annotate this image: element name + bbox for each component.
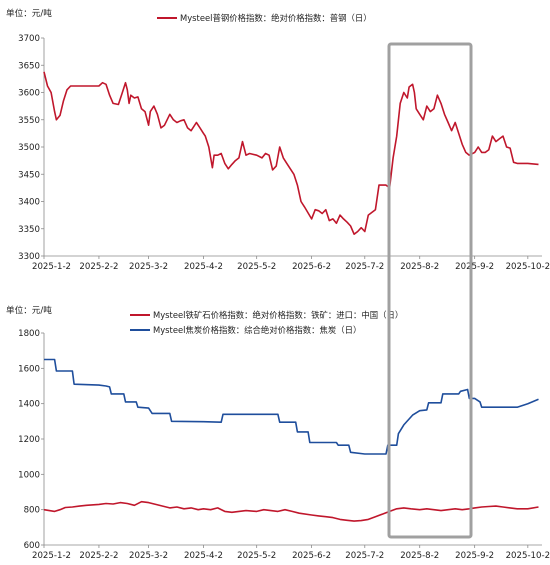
bottom-legend-label-coke: Mysteel焦炭价格指数：综合绝对价格指数：焦炭（日） — [153, 325, 361, 335]
top-y-tick-label: 3550 — [18, 116, 40, 126]
bot-y-tick-label: 1000 — [18, 470, 40, 480]
top-y-tick-label: 3450 — [18, 170, 40, 180]
top-y-tick-label: 3500 — [18, 143, 40, 153]
top-legend-label: Mysteel普钢价格指数：绝对价格指数：普钢（日） — [180, 13, 372, 23]
top-y-tick-label: 3400 — [18, 198, 40, 208]
bot-x-tick-label: 2025-5-2 — [237, 551, 276, 561]
bot-x-tick-label: 2025-10-2 — [506, 551, 550, 561]
top-y-axis: 3300 3350 3400 3450 3500 3550 3600 3650 3700 — [18, 34, 44, 262]
bottom-x-axis: 2025-1-2 2025-2-2 2025-3-2 2025-4-2 2025-5-2… — [32, 545, 550, 561]
top-y-tick-label: 3700 — [18, 34, 40, 44]
top-x-tick-label: 2025-4-2 — [184, 262, 223, 272]
top-y-tick-label: 3350 — [18, 225, 40, 235]
bot-x-tick-label: 2025-1-2 — [32, 551, 71, 561]
top-x-tick-label: 2025-7-2 — [345, 262, 384, 272]
top-chart: 单位：元/吨 Mysteel普钢价格指数：绝对价格指数：普钢（日） 330033… — [6, 7, 550, 272]
top-unit-label: 单位：元/吨 — [6, 7, 52, 19]
bot-series-line-0 — [43, 500, 539, 522]
top-series-group — [43, 71, 539, 235]
bot-x-tick-label: 2025-7-2 — [345, 551, 384, 561]
bottom-legend-label-iron-ore: Mysteel铁矿石价格指数：绝对价格指数：铁矿：进口：中国（日） — [153, 310, 403, 320]
highlight-box — [387, 42, 473, 539]
bot-series-line-1 — [44, 358, 539, 455]
top-x-tick-label: 2025-3-2 — [129, 262, 168, 272]
top-y-tick-label: 3300 — [18, 252, 40, 262]
top-x-tick-label: 2025-1-2 — [32, 262, 71, 272]
bot-x-tick-label: 2025-6-2 — [292, 551, 331, 561]
bot-y-tick-label: 1200 — [18, 435, 40, 445]
bottom-unit-label: 单位：元/吨 — [6, 304, 52, 316]
bot-x-tick-label: 2025-4-2 — [184, 551, 223, 561]
bot-y-tick-label: 800 — [24, 506, 40, 516]
top-series-line-0 — [43, 71, 539, 235]
top-x-axis: 2025-1-2 2025-2-2 2025-3-2 2025-4-2 2025-5-2… — [32, 256, 550, 272]
bottom-series-group — [43, 358, 539, 522]
top-x-tick-label: 2025-8-2 — [400, 262, 439, 272]
bot-y-tick-label: 1800 — [18, 329, 40, 339]
bot-y-tick-label: 1400 — [18, 400, 40, 410]
top-x-tick-label: 2025-6-2 — [292, 262, 331, 272]
top-x-tick-label: 2025-9-2 — [455, 262, 494, 272]
bot-x-tick-label: 2025-3-2 — [129, 551, 168, 561]
top-x-tick-label: 2025-5-2 — [237, 262, 276, 272]
bottom-chart: 单位：元/吨 Mysteel铁矿石价格指数：绝对价格指数：铁矿：进口：中国（日）… — [6, 304, 550, 561]
top-y-tick-label: 3600 — [18, 89, 40, 99]
bottom-y-axis: 600 800 1000 1200 1400 1600 1800 — [18, 329, 44, 551]
bot-y-tick-label: 600 — [24, 541, 40, 551]
bot-y-tick-label: 1600 — [18, 364, 40, 374]
top-x-tick-label: 2025-2-2 — [79, 262, 118, 272]
top-x-tick-label: 2025-10-2 — [506, 262, 550, 272]
bot-x-tick-label: 2025-9-2 — [455, 551, 494, 561]
bot-x-tick-label: 2025-8-2 — [400, 551, 439, 561]
top-y-tick-label: 3650 — [18, 61, 40, 71]
bot-x-tick-label: 2025-2-2 — [79, 551, 118, 561]
